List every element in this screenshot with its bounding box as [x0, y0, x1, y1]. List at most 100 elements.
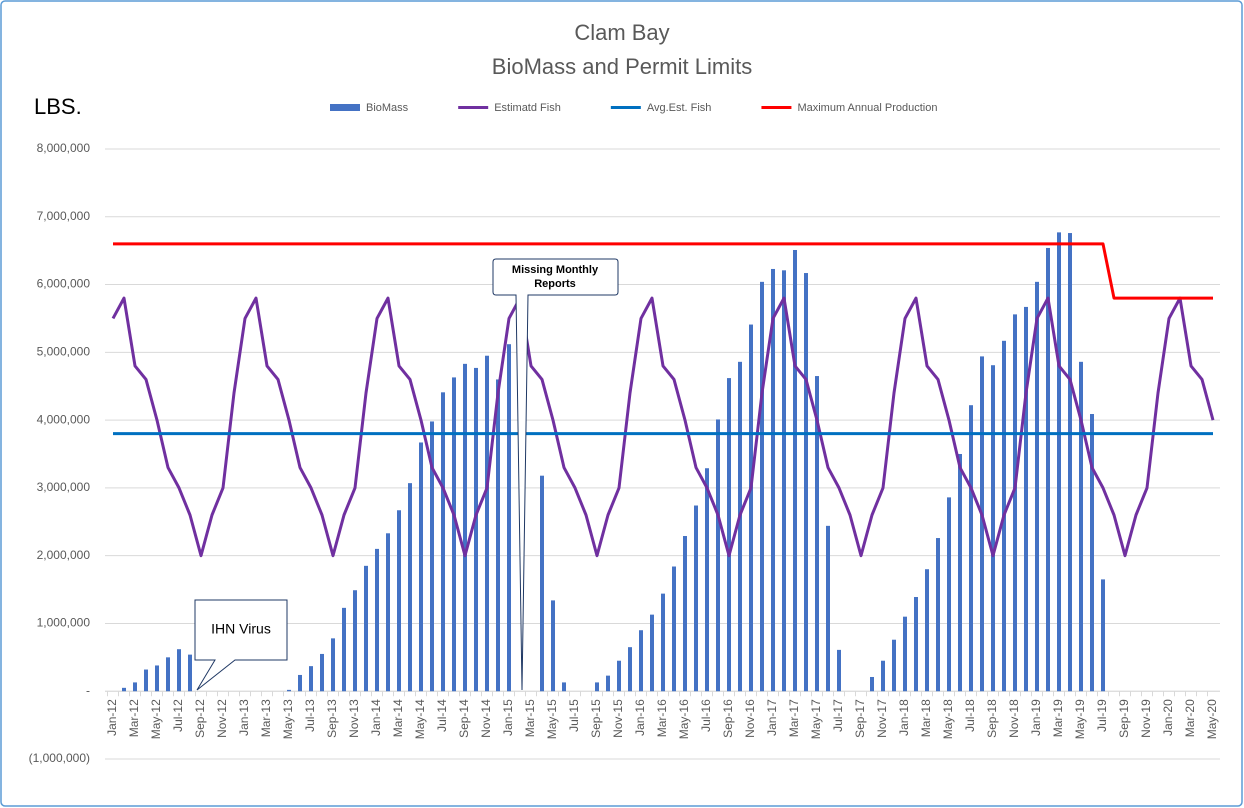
bar	[881, 660, 885, 692]
x-tick-label: Jan-20	[1161, 699, 1175, 736]
y-tick-label: -	[86, 683, 90, 697]
bar	[716, 419, 720, 692]
x-tick-label: Jul-12	[171, 699, 185, 732]
bar	[144, 669, 148, 692]
bar	[122, 687, 126, 692]
callouts	[194, 258, 619, 691]
bar	[1057, 232, 1061, 692]
legend-label: Avg.Est. Fish	[647, 102, 712, 114]
bar	[760, 281, 764, 692]
x-tick-label: Nov-18	[1007, 699, 1021, 738]
x-tick-label: May-19	[1073, 699, 1087, 739]
y-tick-label: 1,000,000	[37, 616, 91, 630]
bar	[540, 475, 544, 692]
x-tick-label: Jan-12	[105, 699, 119, 736]
x-tick-label: May-20	[1205, 699, 1219, 739]
legend-label: Maximum Annual Production	[797, 102, 937, 114]
x-tick-label: Sep-18	[985, 699, 999, 738]
bar	[925, 569, 929, 692]
bar	[727, 378, 731, 692]
bar	[1013, 314, 1017, 692]
bar	[507, 344, 511, 692]
bar	[364, 565, 368, 692]
x-tick-label: Nov-16	[743, 699, 757, 738]
bar	[430, 421, 434, 692]
y-tick-label: (1,000,000)	[29, 751, 90, 765]
bar	[562, 682, 566, 692]
y-tick-label: 6,000,000	[37, 277, 91, 291]
x-tick-label: Jan-19	[1029, 699, 1043, 736]
bar	[375, 548, 379, 692]
bar	[320, 653, 324, 692]
ihn-callout	[194, 599, 288, 691]
x-tick-label: Sep-14	[457, 699, 471, 738]
x-tick-label: Mar-18	[919, 699, 933, 737]
legend-swatch	[330, 104, 360, 111]
bar	[331, 638, 335, 692]
y-tick-label: 2,000,000	[37, 548, 91, 562]
annotation: IHN Virus	[211, 621, 271, 637]
bar	[188, 654, 192, 692]
x-tick-label: May-13	[281, 699, 295, 739]
y-tick-label: 4,000,000	[37, 412, 91, 426]
bar	[551, 600, 555, 692]
bar	[1024, 306, 1028, 692]
bar	[705, 468, 709, 692]
x-tick-label: Jul-13	[303, 699, 317, 732]
x-tick-label: Sep-15	[589, 699, 603, 738]
y-tick-label: 3,000,000	[37, 480, 91, 494]
bar	[408, 483, 412, 692]
x-tick-label: Sep-19	[1117, 699, 1131, 738]
x-tick-label: May-12	[149, 699, 163, 739]
x-tick-label: Sep-13	[325, 699, 339, 738]
bar	[914, 597, 918, 692]
bar	[650, 614, 654, 692]
chart-subtitle: BioMass and Permit Limits	[492, 54, 752, 79]
bar	[749, 324, 753, 692]
bar	[738, 361, 742, 692]
y-axis-label: LBS.	[34, 94, 82, 119]
bar	[342, 607, 346, 692]
bar	[1035, 281, 1039, 692]
chart-title: Clam Bay	[574, 20, 669, 45]
bar	[419, 442, 423, 692]
bar	[980, 356, 984, 692]
legend-label: Estimatd Fish	[494, 102, 561, 114]
bar	[309, 666, 313, 692]
line-series	[111, 296, 1215, 558]
y-tick-label: 8,000,000	[37, 141, 91, 155]
x-tick-label: Mar-13	[259, 699, 273, 737]
x-tick-label: Mar-12	[127, 699, 141, 737]
bar	[1079, 361, 1083, 692]
x-tick-label: Sep-12	[193, 699, 207, 738]
bar	[1068, 233, 1072, 692]
x-tick-label: Jul-15	[567, 699, 581, 732]
x-tick-label: Nov-17	[875, 699, 889, 738]
bar	[496, 379, 500, 692]
annotation: Missing Monthly	[512, 264, 599, 276]
x-tick-label: Nov-12	[215, 699, 229, 738]
bar	[166, 657, 170, 692]
x-tick-label: Jan-13	[237, 699, 251, 736]
line-series	[113, 242, 1213, 300]
missing-callout	[492, 258, 619, 691]
bar	[1101, 579, 1105, 692]
x-tick-label: Mar-15	[523, 699, 537, 737]
bar	[133, 682, 137, 692]
bar	[837, 649, 841, 692]
x-tick-label: Jul-19	[1095, 699, 1109, 732]
x-tick-label: Jul-18	[963, 699, 977, 732]
bar	[298, 674, 302, 692]
bar	[804, 273, 808, 692]
bar	[661, 593, 665, 692]
bar	[386, 533, 390, 692]
bar	[441, 392, 445, 692]
x-tick-label: Nov-14	[479, 699, 493, 738]
x-tick-label: Jan-15	[501, 699, 515, 736]
x-tick-label: Sep-17	[853, 699, 867, 738]
x-tick-label: May-15	[545, 699, 559, 739]
x-tick-label: Jan-17	[765, 699, 779, 736]
bar	[870, 676, 874, 692]
x-tick-label: Mar-19	[1051, 699, 1065, 737]
